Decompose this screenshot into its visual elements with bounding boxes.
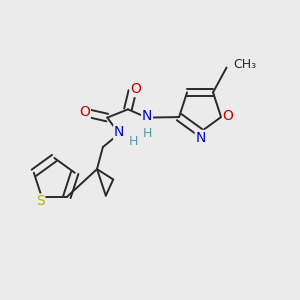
- Text: S: S: [36, 194, 45, 208]
- Text: N: N: [114, 125, 124, 139]
- Text: N: N: [142, 109, 152, 123]
- Text: O: O: [79, 105, 90, 119]
- Text: CH₃: CH₃: [233, 58, 256, 71]
- Text: O: O: [130, 82, 141, 96]
- Text: N: N: [196, 130, 206, 145]
- Text: H: H: [129, 135, 139, 148]
- Text: O: O: [223, 109, 234, 123]
- Text: H: H: [142, 127, 152, 140]
